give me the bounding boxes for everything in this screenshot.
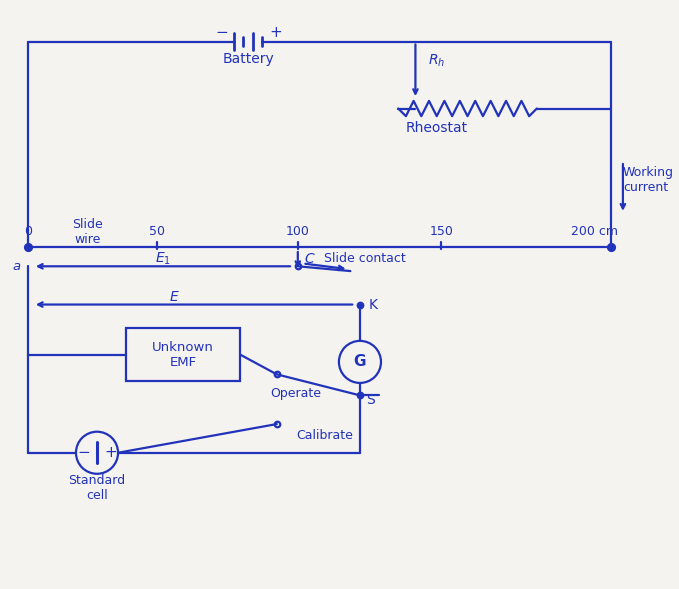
Text: $E$: $E$: [169, 290, 180, 304]
Text: G: G: [354, 355, 366, 369]
Text: +: +: [270, 25, 282, 39]
Text: 200 cm: 200 cm: [571, 226, 618, 239]
Text: −: −: [215, 25, 227, 39]
Text: Operate: Operate: [270, 387, 321, 400]
Text: Battery: Battery: [222, 52, 274, 66]
Text: S: S: [366, 393, 375, 407]
Text: $E_1$: $E_1$: [155, 250, 171, 267]
Text: −: −: [77, 445, 90, 460]
Text: Calibrate: Calibrate: [296, 429, 353, 442]
Text: 50: 50: [149, 226, 165, 239]
Text: Unknown
EMF: Unknown EMF: [152, 341, 214, 369]
Text: a: a: [12, 260, 20, 273]
Text: Standard
cell: Standard cell: [69, 474, 126, 502]
Text: Slide contact: Slide contact: [324, 252, 405, 265]
Text: Working
current: Working current: [623, 166, 674, 194]
Text: $R_h$: $R_h$: [428, 52, 445, 69]
Text: C: C: [304, 252, 314, 266]
Text: Slide
wire: Slide wire: [72, 218, 103, 246]
Text: 0: 0: [24, 226, 32, 239]
Text: K: K: [369, 297, 378, 312]
Text: 150: 150: [429, 226, 453, 239]
Text: +: +: [104, 445, 117, 460]
Text: Rheostat: Rheostat: [405, 121, 468, 135]
Text: 100: 100: [286, 226, 310, 239]
